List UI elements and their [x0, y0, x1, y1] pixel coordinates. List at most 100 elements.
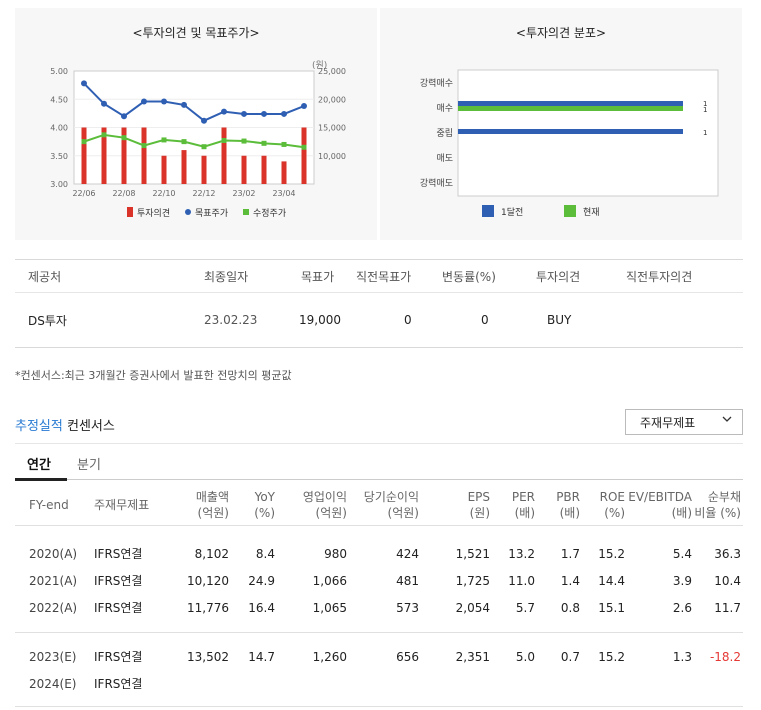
ev-cell: 3.9 [672, 573, 692, 588]
active-tab-indicator [15, 478, 67, 481]
header-yoy-unit: (%) [254, 505, 275, 520]
target-price-point [261, 110, 267, 117]
op-cell: 1,066 [312, 573, 347, 588]
op-cell: 1,065 [312, 600, 347, 615]
estimates-title: 추정실적 컨센서스 [15, 415, 115, 434]
header-op-unit: (억원) [315, 505, 347, 520]
adjusted-price-line [83, 133, 305, 149]
change-cell: 0 [481, 313, 489, 327]
debt-cell: 11.7 [714, 600, 741, 615]
legend-label: 현재 [583, 207, 600, 218]
left-axis-tick-label: 3.50 [50, 152, 68, 161]
right-axis-tick-label: 25,000 [318, 67, 346, 76]
roe-cell: 15.2 [598, 546, 625, 561]
opinion-distribution-chart-title: <투자의견 분포> [515, 26, 607, 40]
target-price-point [81, 80, 87, 87]
provider-cell: DS투자 [28, 313, 67, 328]
fy-cell: 2024(E) [29, 676, 77, 691]
x-axis-tick-label: 22/08 [112, 189, 135, 198]
legend-swatch-target [185, 209, 191, 215]
header-per-unit: (배) [514, 505, 535, 520]
header-basis: 주재무제표 [94, 497, 150, 512]
opinion-bar [221, 127, 227, 184]
category-label: 매수 [436, 103, 453, 114]
opinion-bar [181, 150, 187, 184]
opinion-bar [301, 127, 307, 184]
opinion-target-chart-panel: <투자의견 및 목표주가> (원) 5.00 4.50 4.00 3.50 3.00 25… [15, 8, 377, 240]
header-pbr: PBR (배) [545, 484, 580, 525]
per-cell: 11.0 [508, 573, 535, 588]
table-bottom-border [15, 706, 743, 707]
target-price-point [221, 108, 227, 115]
header-opinion: 투자의견 [536, 269, 581, 284]
per-cell: 13.2 [508, 546, 535, 561]
header-prev-target: 직전목표가 [356, 269, 412, 284]
statement-select-value: 주재무제표 [640, 415, 696, 430]
opinion-bar [201, 155, 207, 184]
consensus-note: *컨센서스:최근 3개월간 증권사에서 발표한 전망치의 평균값 [15, 369, 292, 382]
table-row: 2020(A) IFRS연결 8,102 8.4 980 424 1,521 13.2 1.7 1… [15, 540, 743, 567]
header-roe-unit: (%) [604, 505, 625, 520]
target-price-point [301, 103, 307, 110]
opinion-bar [101, 127, 107, 184]
header-net-name: 당기순이익 [363, 489, 419, 504]
adjusted-price-point [241, 138, 247, 144]
header-yoy-name: YoY [254, 489, 275, 504]
header-roe: ROE (%) [590, 484, 625, 525]
target-price-point [181, 101, 187, 108]
bar-data-label: 1 [703, 100, 707, 108]
header-net: 당기순이익 (억원) [355, 484, 419, 525]
yoy-cell: 24.9 [248, 573, 275, 588]
bar-data-label: 1 [703, 129, 707, 137]
header-sales-name: 매출액 [195, 489, 229, 504]
fy-cell: 2021(A) [29, 573, 78, 588]
debt-cell: -18.2 [709, 649, 741, 664]
roe-cell: 14.4 [598, 573, 625, 588]
target-price-line [83, 82, 305, 122]
opinion-bar [161, 155, 167, 184]
statement-select[interactable]: 주재무제표 [625, 409, 743, 435]
tab-annual[interactable]: 연간 [27, 458, 51, 473]
prev-target-cell: 0 [404, 313, 412, 327]
opinion-bar [241, 155, 247, 184]
table-row: 2024(E) IFRS연결 [15, 670, 743, 697]
adjusted-price-point [261, 140, 267, 146]
target-price-point [161, 98, 167, 105]
table-row: 2022(A) IFRS연결 11,776 16.4 1,065 573 2,054 5.7 0… [15, 594, 743, 621]
yoy-cell: 14.7 [248, 649, 275, 664]
legend-label: 1달전 [501, 206, 523, 218]
sales-cell [165, 670, 229, 697]
category-label: 매도 [436, 153, 453, 164]
target-price-point [241, 110, 247, 117]
estimates-title-blue: 추정실적 [15, 419, 63, 434]
right-axis-tick-label: 15,000 [318, 124, 346, 133]
target-price-point [101, 100, 107, 107]
legend-swatch-opinion [127, 207, 133, 217]
left-axis-tick-label: 3.00 [50, 180, 68, 189]
pbr-cell: 0.8 [560, 600, 580, 615]
chevron-down-icon [722, 416, 732, 422]
eps-cell: 2,054 [455, 600, 490, 615]
right-axis-unit-label: (원) [312, 60, 327, 71]
roe-cell: 15.1 [598, 600, 625, 615]
opinion-target-chart: (원) 5.00 4.50 4.00 3.50 3.00 25,000 20,000 15,0… [50, 60, 346, 219]
header-ev: EV/EBITDA (배) [628, 484, 692, 525]
opinion-bar [81, 127, 87, 184]
opinion-cell: BUY [547, 313, 572, 327]
op-cell: 980 [324, 546, 347, 561]
legend-swatch-adjusted [243, 209, 249, 215]
header-ev-name: EV/EBITDA [628, 489, 692, 504]
opinion-bar [281, 161, 287, 184]
header-net-unit: (억원) [387, 505, 419, 520]
table-row: 2023(E) IFRS연결 13,502 14.7 1,260 656 2,351 5.0 0… [15, 643, 743, 670]
eps-cell: 2,351 [455, 649, 490, 664]
per-cell [500, 670, 535, 697]
tab-quarterly[interactable]: 분기 [77, 458, 101, 473]
op-cell: 1,260 [312, 649, 347, 664]
bar-data-label: 1 [703, 106, 707, 114]
x-axis-tick-label: 22/12 [192, 189, 215, 198]
debt-cell: 36.3 [714, 546, 741, 561]
header-debt: 순부채 비율 (%) [694, 484, 741, 525]
